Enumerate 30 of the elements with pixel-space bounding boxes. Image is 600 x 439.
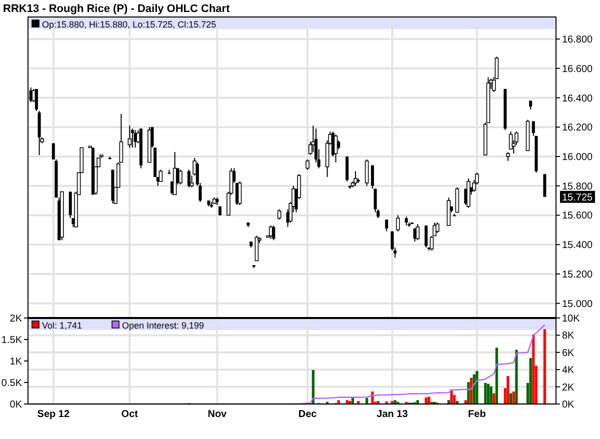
y2-tick-label: 4K [562, 365, 575, 376]
legend-label: Vol: 1,741 [42, 320, 82, 330]
y-tick-label: 15.600 [562, 210, 594, 222]
x-tick-label: Dec [298, 409, 318, 420]
y-tick-label: 16.800 [562, 34, 594, 46]
y2-tick-label: 6K [562, 348, 575, 359]
y-tick-label: 2K [10, 314, 22, 324]
legend-label: Open Interest: 9,199 [122, 320, 204, 330]
x-tick-label: Nov [208, 409, 228, 420]
y-tick-label: 16.200 [562, 122, 594, 134]
y-tick-label: 15.200 [562, 269, 594, 280]
y2-tick-label: 8K [562, 330, 575, 342]
y-tick-label: 1.5K [1, 335, 22, 346]
text: 15.725 [562, 192, 594, 204]
y-tick-label: 16.400 [562, 93, 594, 104]
y-tick-label: 0.5K [1, 378, 22, 389]
y2-tick-label: 10K [562, 314, 580, 324]
y-tick-label: 1K [10, 356, 22, 368]
x-tick-label: Jan 13 [376, 409, 408, 420]
x-tick-label: Oct [121, 409, 139, 420]
chart-title: RRK13 - Rough Rice (P) - Daily OHLC Chart [3, 3, 230, 15]
x-tick-label: Sep 12 [37, 409, 70, 420]
y-tick-label: 0K [10, 400, 22, 410]
legend-label: Op:15.880, Hi:15.880, Lo:15.725, Cl:15.725 [42, 20, 216, 30]
y-tick-label: 15.000 [562, 298, 594, 310]
y-tick-label: 16.000 [562, 152, 594, 163]
y-tick-label: 15.800 [562, 181, 594, 192]
y-tick-label: 15.400 [562, 240, 594, 252]
x-tick-label: Feb [468, 409, 486, 420]
y-tick-label: 16.600 [562, 64, 594, 75]
